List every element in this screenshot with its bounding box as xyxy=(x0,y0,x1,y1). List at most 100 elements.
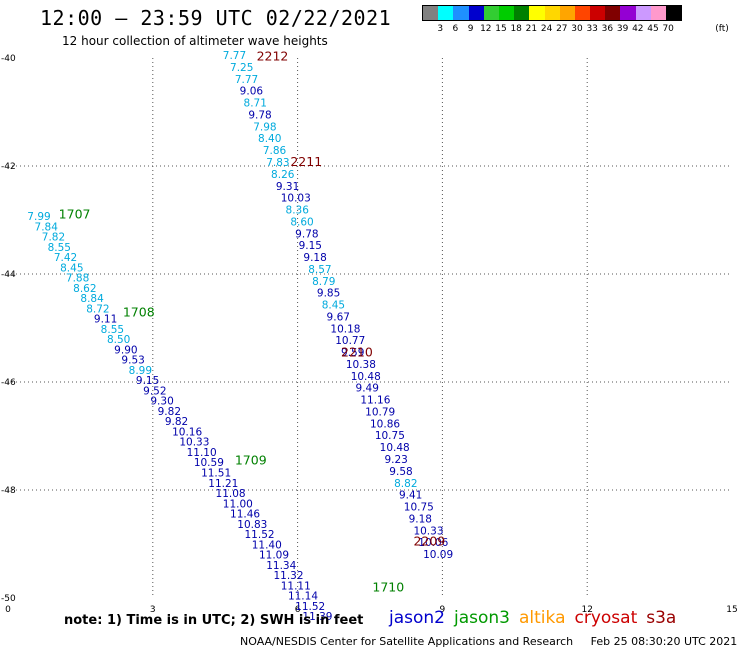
x-tick-label: 3 xyxy=(150,605,156,615)
data-point-label: 11.52 xyxy=(295,601,325,613)
data-point-label: 9.53 xyxy=(121,355,144,367)
data-point-label: 10.48 xyxy=(380,442,410,454)
data-point-label: 8.50 xyxy=(107,334,130,346)
pass-label: 2210 xyxy=(341,345,373,360)
color-scale-tick: 36 xyxy=(601,24,614,34)
color-scale-tick: 3 xyxy=(437,24,444,34)
x-tick-label: 15 xyxy=(726,605,737,615)
data-point-label: 11.14 xyxy=(288,591,318,603)
data-point-label: 9.31 xyxy=(276,181,299,193)
data-point-label: 8.79 xyxy=(312,276,335,288)
data-point-label: 8.71 xyxy=(244,98,267,110)
footer-credit: NOAA/NESDIS Center for Satellite Applica… xyxy=(240,635,574,648)
data-point-label: 7.77 xyxy=(235,74,258,86)
data-point-label: 11.39 xyxy=(302,611,332,623)
data-point-label: 9.52 xyxy=(143,385,166,397)
data-point-label: 10.79 xyxy=(365,406,395,418)
data-point-label: 10.03 xyxy=(281,193,311,205)
pass-label: 1708 xyxy=(123,305,155,320)
data-point-label: 11.51 xyxy=(201,468,231,480)
data-point-label: 7.98 xyxy=(253,121,276,133)
data-point-label: 8.60 xyxy=(290,216,313,228)
color-scale-tick: 6 xyxy=(452,24,459,34)
legend-item-altika: altika xyxy=(519,608,566,628)
data-point-label: 9.78 xyxy=(248,109,271,121)
data-point-label: 7.83 xyxy=(266,157,289,169)
data-point-label: 8.55 xyxy=(101,324,124,336)
data-point-label: 11.40 xyxy=(252,539,282,551)
data-point-label: 8.82 xyxy=(394,478,417,490)
data-point-label: 9.06 xyxy=(240,86,264,98)
legend-item-s3a: s3a xyxy=(646,608,677,628)
color-swatch xyxy=(453,6,469,20)
pass-label: 1710 xyxy=(372,580,404,595)
data-point-label: 7.99 xyxy=(27,211,50,223)
page-footer: NOAA/NESDIS Center for Satellite Applica… xyxy=(240,635,737,648)
data-point-label: 9.18 xyxy=(303,252,326,264)
color-scale-tick: 24 xyxy=(540,24,553,34)
y-tick-label: -50 xyxy=(1,594,16,604)
data-point-label: 9.49 xyxy=(356,383,379,395)
satellite-legend: jason2 jason3 altika cryosat s3a xyxy=(389,608,685,628)
data-point-label: 11.21 xyxy=(208,478,238,490)
y-tick-label: -42 xyxy=(1,162,16,172)
data-point-label: 8.26 xyxy=(271,169,295,181)
color-swatch xyxy=(650,6,666,20)
data-point-label: 7.25 xyxy=(230,62,253,74)
color-swatch xyxy=(529,6,545,20)
data-point-label: 10.86 xyxy=(370,418,400,430)
color-swatch xyxy=(514,6,530,20)
data-point-label: 7.77 xyxy=(223,50,246,62)
data-point-label: 10.33 xyxy=(413,525,443,537)
data-point-label: 8.55 xyxy=(48,242,71,254)
data-point-label: 7.42 xyxy=(54,252,77,264)
color-scale-tick: 12 xyxy=(480,24,492,34)
pass-label: 2211 xyxy=(290,154,322,169)
color-scale-tick: 21 xyxy=(525,24,538,34)
data-point-label: 9.82 xyxy=(158,406,181,418)
data-point-label: 11.34 xyxy=(266,560,296,572)
data-point-label: 9.41 xyxy=(399,490,422,502)
data-point-label: 10.77 xyxy=(335,335,365,347)
data-point-label: 10.16 xyxy=(172,426,202,438)
color-scale-tick: 42 xyxy=(632,24,644,34)
data-point-label: 9.90 xyxy=(114,344,137,356)
data-point-label: 10.48 xyxy=(351,371,381,383)
data-point-label: 10.09 xyxy=(423,549,453,561)
color-scale-ticks: 3 6 9 12 15 18 21 24 27 30 33 36 39 42 45 70 (ft) xyxy=(422,21,728,35)
color-scale-legend: 3 6 9 12 15 18 21 24 27 30 33 36 39 42 45 70 (ft) xyxy=(422,5,729,35)
color-swatch xyxy=(498,6,515,20)
color-scale-tick: 45 xyxy=(647,24,659,34)
data-point-label: 10.06 xyxy=(418,537,448,549)
data-point-label: 7.88 xyxy=(66,273,89,285)
data-point-label: 11.11 xyxy=(281,580,311,592)
data-point-label: 10.18 xyxy=(330,323,360,335)
data-point-label: 11.32 xyxy=(273,570,303,582)
data-point-label: 9.67 xyxy=(327,311,350,323)
data-point-label: 9.82 xyxy=(165,416,188,428)
y-tick-label: -44 xyxy=(1,270,16,280)
color-swatch xyxy=(483,6,499,20)
data-point-label: 9.78 xyxy=(295,228,318,240)
data-point-label: 9.85 xyxy=(317,288,340,300)
data-point-label: 9.30 xyxy=(150,396,173,408)
data-point-label: 8.36 xyxy=(286,205,310,217)
data-point-label: 8.45 xyxy=(60,262,83,274)
data-point-label: 10.75 xyxy=(404,502,434,514)
data-point-label: 9.11 xyxy=(94,314,117,326)
data-point-label: 9.59 xyxy=(341,347,364,359)
data-point-label: 9.15 xyxy=(299,240,322,252)
data-point-label: 11.09 xyxy=(259,550,289,562)
data-point-label: 9.58 xyxy=(389,466,412,478)
data-point-label: 11.52 xyxy=(245,529,275,541)
data-point-label: 8.72 xyxy=(86,303,109,315)
data-point-label: 11.08 xyxy=(216,488,246,500)
legend-item-jason2: jason2 xyxy=(389,608,445,628)
color-swatch xyxy=(559,6,575,20)
data-point-label: 7.84 xyxy=(35,221,59,233)
data-point-label: 8.57 xyxy=(308,264,331,276)
color-scale-tick: 18 xyxy=(510,24,522,34)
x-tick-label: 6 xyxy=(295,605,301,615)
color-swatch xyxy=(590,6,606,20)
page-subtitle: 12 hour collection of altimeter wave hei… xyxy=(62,34,328,48)
